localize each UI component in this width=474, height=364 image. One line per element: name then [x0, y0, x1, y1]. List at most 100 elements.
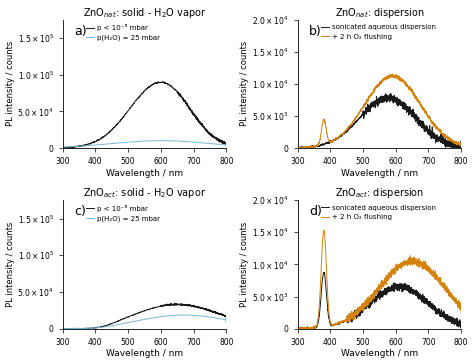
p(H₂O) = 25 mbar	[135, 318, 141, 323]
Text: a): a)	[74, 25, 87, 38]
p < 10⁻⁶ mbar	[60, 146, 65, 150]
p < 10⁻⁶ mbar	[61, 146, 67, 150]
sonicated aqueous dispersion	[424, 297, 429, 301]
p(H₂O) = 25 mbar	[189, 140, 194, 144]
Legend: sonicated aqueous dispersion, + 2 h O₂ flushing: sonicated aqueous dispersion, + 2 h O₂ f…	[321, 24, 436, 40]
Line: sonicated aqueous dispersion: sonicated aqueous dispersion	[298, 94, 461, 153]
Line: p < 10⁻⁶ mbar: p < 10⁻⁶ mbar	[63, 82, 226, 148]
X-axis label: Wavelength / nm: Wavelength / nm	[341, 169, 418, 178]
p < 10⁻⁶ mbar	[62, 327, 67, 331]
sonicated aqueous dispersion	[457, 150, 463, 155]
X-axis label: Wavelength / nm: Wavelength / nm	[341, 349, 418, 359]
p < 10⁻⁶ mbar	[135, 96, 141, 100]
Legend: p < 10⁻⁶ mbar, p(H₂O) = 25 mbar: p < 10⁻⁶ mbar, p(H₂O) = 25 mbar	[86, 24, 160, 41]
sonicated aqueous dispersion	[303, 145, 309, 149]
+ 2 h O₂ flushing	[303, 145, 309, 149]
+ 2 h O₂ flushing	[454, 142, 459, 146]
Text: c): c)	[74, 205, 86, 218]
+ 2 h O₂ flushing	[370, 296, 376, 301]
sonicated aqueous dispersion	[374, 295, 380, 299]
p < 10⁻⁶ mbar	[219, 140, 225, 144]
p(H₂O) = 25 mbar	[68, 327, 74, 331]
sonicated aqueous dispersion	[295, 327, 301, 331]
Y-axis label: PL intensity / counts: PL intensity / counts	[240, 41, 249, 126]
p < 10⁻⁶ mbar	[223, 319, 229, 324]
p < 10⁻⁶ mbar	[155, 80, 161, 84]
+ 2 h O₂ flushing	[454, 142, 459, 146]
X-axis label: Wavelength / nm: Wavelength / nm	[106, 349, 183, 359]
Legend: p < 10⁻⁶ mbar, p(H₂O) = 25 mbar: p < 10⁻⁶ mbar, p(H₂O) = 25 mbar	[86, 205, 160, 222]
p(H₂O) = 25 mbar	[219, 317, 225, 321]
sonicated aqueous dispersion	[454, 142, 459, 146]
sonicated aqueous dispersion	[374, 100, 380, 104]
Title: ZnO$_{nat}$: dispersion: ZnO$_{nat}$: dispersion	[335, 5, 424, 20]
Title: ZnO$_{act}$: solid - H$_2$O vapor: ZnO$_{act}$: solid - H$_2$O vapor	[83, 186, 206, 200]
sonicated aqueous dispersion	[454, 321, 459, 325]
p(H₂O) = 25 mbar	[157, 138, 163, 143]
+ 2 h O₂ flushing	[295, 327, 301, 331]
+ 2 h O₂ flushing	[424, 112, 429, 116]
p < 10⁻⁶ mbar	[189, 110, 194, 114]
p(H₂O) = 25 mbar	[219, 142, 224, 147]
p < 10⁻⁶ mbar	[68, 145, 74, 150]
p(H₂O) = 25 mbar	[67, 327, 73, 331]
p(H₂O) = 25 mbar	[68, 145, 74, 149]
p < 10⁻⁶ mbar	[168, 301, 174, 305]
sonicated aqueous dispersion	[295, 146, 301, 150]
+ 2 h O₂ flushing	[374, 84, 380, 89]
Y-axis label: PL intensity / counts: PL intensity / counts	[240, 222, 249, 307]
Legend: sonicated aqueous dispersion, + 2 h O₂ flushing: sonicated aqueous dispersion, + 2 h O₂ f…	[321, 205, 436, 220]
p(H₂O) = 25 mbar	[219, 142, 225, 147]
sonicated aqueous dispersion	[458, 324, 464, 328]
p(H₂O) = 25 mbar	[60, 327, 65, 331]
+ 2 h O₂ flushing	[321, 228, 327, 232]
p < 10⁻⁶ mbar	[223, 144, 229, 148]
Line: p(H₂O) = 25 mbar: p(H₂O) = 25 mbar	[63, 141, 226, 147]
+ 2 h O₂ flushing	[458, 311, 464, 315]
p < 10⁻⁶ mbar	[139, 309, 145, 314]
+ 2 h O₂ flushing	[390, 72, 395, 76]
p < 10⁻⁶ mbar	[135, 311, 141, 315]
Y-axis label: PL intensity / counts: PL intensity / counts	[6, 41, 15, 126]
Y-axis label: PL intensity / counts: PL intensity / counts	[6, 222, 15, 307]
+ 2 h O₂ flushing	[454, 298, 459, 302]
Line: + 2 h O₂ flushing: + 2 h O₂ flushing	[298, 230, 461, 329]
p < 10⁻⁶ mbar	[139, 91, 145, 96]
Title: ZnO$_{nat}$: solid - H$_2$O vapor: ZnO$_{nat}$: solid - H$_2$O vapor	[82, 5, 206, 20]
p(H₂O) = 25 mbar	[139, 317, 145, 322]
+ 2 h O₂ flushing	[424, 268, 429, 272]
p(H₂O) = 25 mbar	[139, 139, 145, 143]
+ 2 h O₂ flushing	[370, 91, 376, 95]
+ 2 h O₂ flushing	[297, 146, 302, 150]
sonicated aqueous dispersion	[424, 128, 429, 132]
Text: d): d)	[309, 205, 322, 218]
Line: p < 10⁻⁶ mbar: p < 10⁻⁶ mbar	[63, 303, 226, 329]
X-axis label: Wavelength / nm: Wavelength / nm	[106, 169, 183, 178]
p(H₂O) = 25 mbar	[60, 145, 65, 150]
sonicated aqueous dispersion	[454, 148, 459, 152]
sonicated aqueous dispersion	[303, 326, 309, 331]
p(H₂O) = 25 mbar	[135, 139, 141, 143]
p(H₂O) = 25 mbar	[223, 321, 229, 325]
sonicated aqueous dispersion	[370, 101, 376, 106]
+ 2 h O₂ flushing	[374, 287, 380, 291]
p < 10⁻⁶ mbar	[219, 312, 225, 317]
Text: b): b)	[309, 25, 322, 38]
+ 2 h O₂ flushing	[458, 142, 464, 146]
p(H₂O) = 25 mbar	[185, 313, 191, 317]
+ 2 h O₂ flushing	[295, 146, 301, 150]
p(H₂O) = 25 mbar	[189, 313, 194, 317]
p < 10⁻⁶ mbar	[219, 312, 225, 317]
sonicated aqueous dispersion	[388, 91, 394, 96]
Line: + 2 h O₂ flushing: + 2 h O₂ flushing	[298, 74, 461, 148]
sonicated aqueous dispersion	[454, 318, 459, 322]
sonicated aqueous dispersion	[370, 298, 376, 302]
Title: ZnO$_{act}$: dispersion: ZnO$_{act}$: dispersion	[335, 186, 424, 200]
+ 2 h O₂ flushing	[454, 300, 459, 305]
Line: p(H₂O) = 25 mbar: p(H₂O) = 25 mbar	[63, 315, 226, 329]
p(H₂O) = 25 mbar	[223, 144, 229, 148]
p < 10⁻⁶ mbar	[189, 304, 194, 308]
p < 10⁻⁶ mbar	[219, 140, 225, 144]
sonicated aqueous dispersion	[458, 143, 464, 148]
p < 10⁻⁶ mbar	[60, 326, 65, 331]
